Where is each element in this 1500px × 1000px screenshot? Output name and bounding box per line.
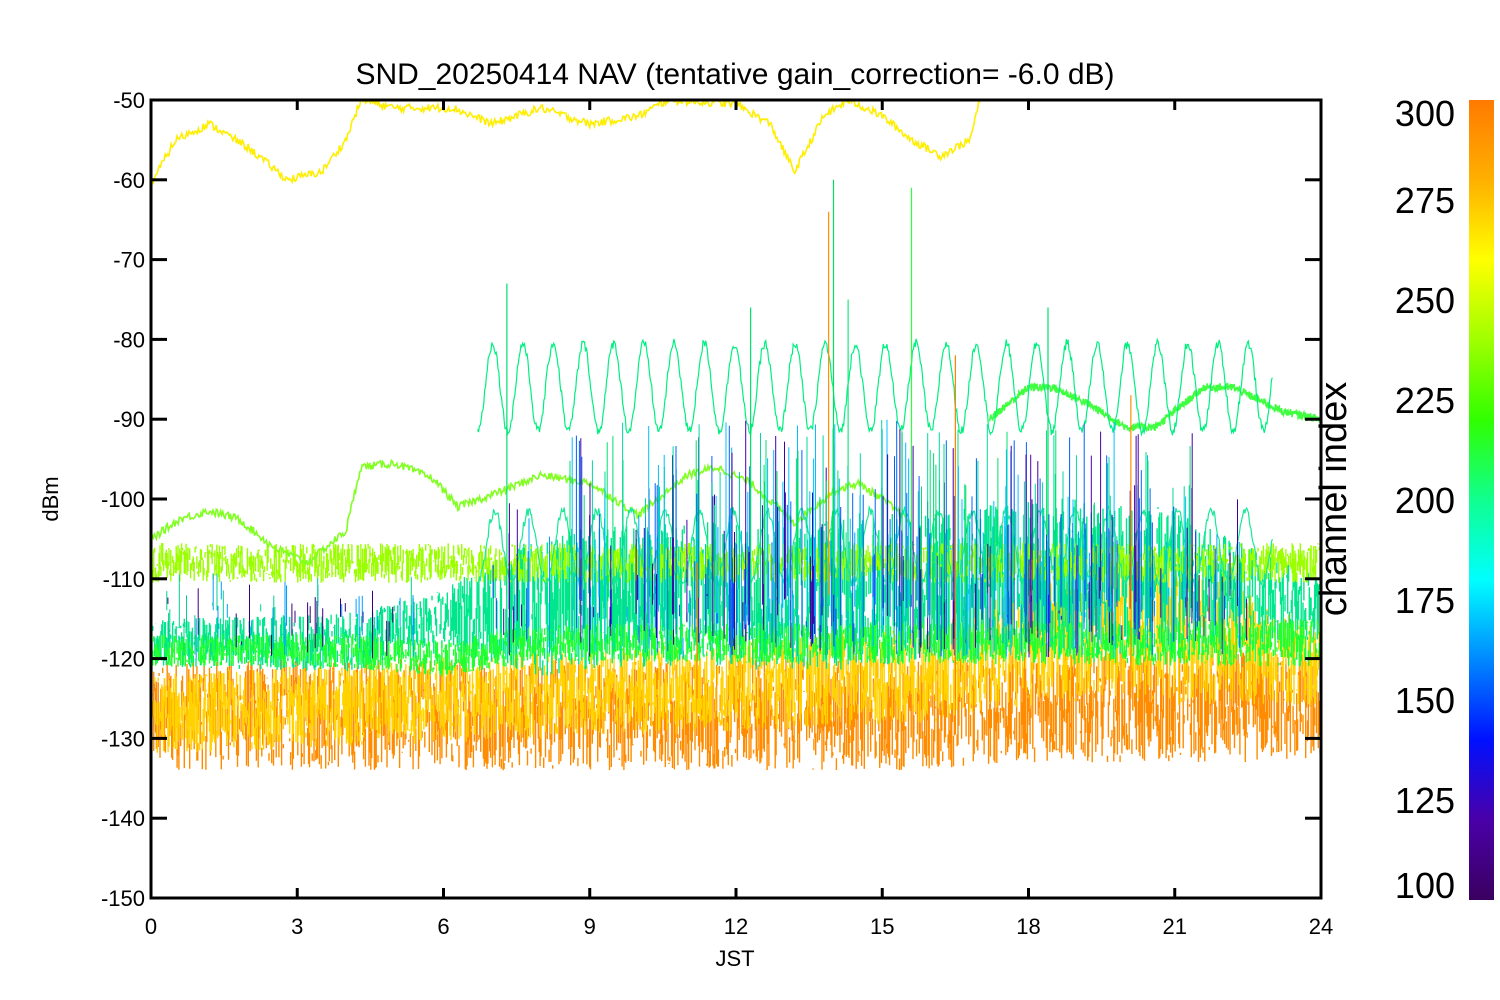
- colorbar-tick-label: 200: [1395, 480, 1455, 521]
- y-tick-label: -60: [113, 168, 145, 193]
- y-tick-label: -90: [113, 407, 145, 432]
- colorbar-label: channel index: [1313, 382, 1355, 617]
- colorbar-tick-label: 275: [1395, 180, 1455, 221]
- x-axis-label: JST: [715, 946, 754, 971]
- series-2: [151, 559, 1321, 753]
- y-tick-label: -130: [101, 726, 145, 751]
- chart-title: SND_20250414 NAV (tentative gain_correct…: [355, 58, 1114, 91]
- series-6: [151, 100, 981, 186]
- x-tick-label: 12: [724, 914, 748, 939]
- y-axis-label: dBm: [38, 476, 63, 521]
- x-tick-label: 6: [437, 914, 449, 939]
- series-9: [477, 337, 1273, 437]
- y-axis: -150 -140 -130 -120 -110 -100 -90 -80 -70 -60 -50: [101, 88, 1321, 911]
- colorbar-tick-label: 175: [1395, 580, 1455, 621]
- y-tick-label: -150: [101, 886, 145, 911]
- x-tick-label: 3: [291, 914, 303, 939]
- y-tick-label: -140: [101, 806, 145, 831]
- colorbar-tick-label: 250: [1395, 280, 1455, 321]
- x-tick-label: 15: [870, 914, 894, 939]
- y-tick-label: -70: [113, 248, 145, 273]
- plot-data: [151, 100, 1321, 771]
- x-tick-label: 9: [584, 914, 596, 939]
- series-4: [151, 619, 1321, 677]
- y-tick-label: -100: [101, 487, 145, 512]
- colorbar: [1469, 100, 1494, 900]
- x-tick-label: 21: [1163, 914, 1187, 939]
- y-tick-label: -80: [113, 327, 145, 352]
- colorbar-ticks: 100 125 150 175 200 225 250 275 300: [1395, 93, 1455, 906]
- x-tick-label: 24: [1309, 914, 1333, 939]
- colorbar-tick-label: 150: [1395, 680, 1455, 721]
- colorbar-tick-label: 225: [1395, 380, 1455, 421]
- y-tick-label: -110: [103, 567, 145, 592]
- x-axis: 0 3 6 9 12 15 18 21 24: [145, 100, 1333, 939]
- x-tick-label: 18: [1016, 914, 1040, 939]
- y-tick-label: -50: [113, 88, 145, 113]
- x-tick-label: 0: [145, 914, 157, 939]
- colorbar-tick-label: 100: [1395, 865, 1455, 906]
- y-tick-label: -120: [101, 647, 145, 672]
- colorbar-tick-label: 125: [1395, 780, 1455, 821]
- colorbar-tick-label: 300: [1395, 93, 1455, 134]
